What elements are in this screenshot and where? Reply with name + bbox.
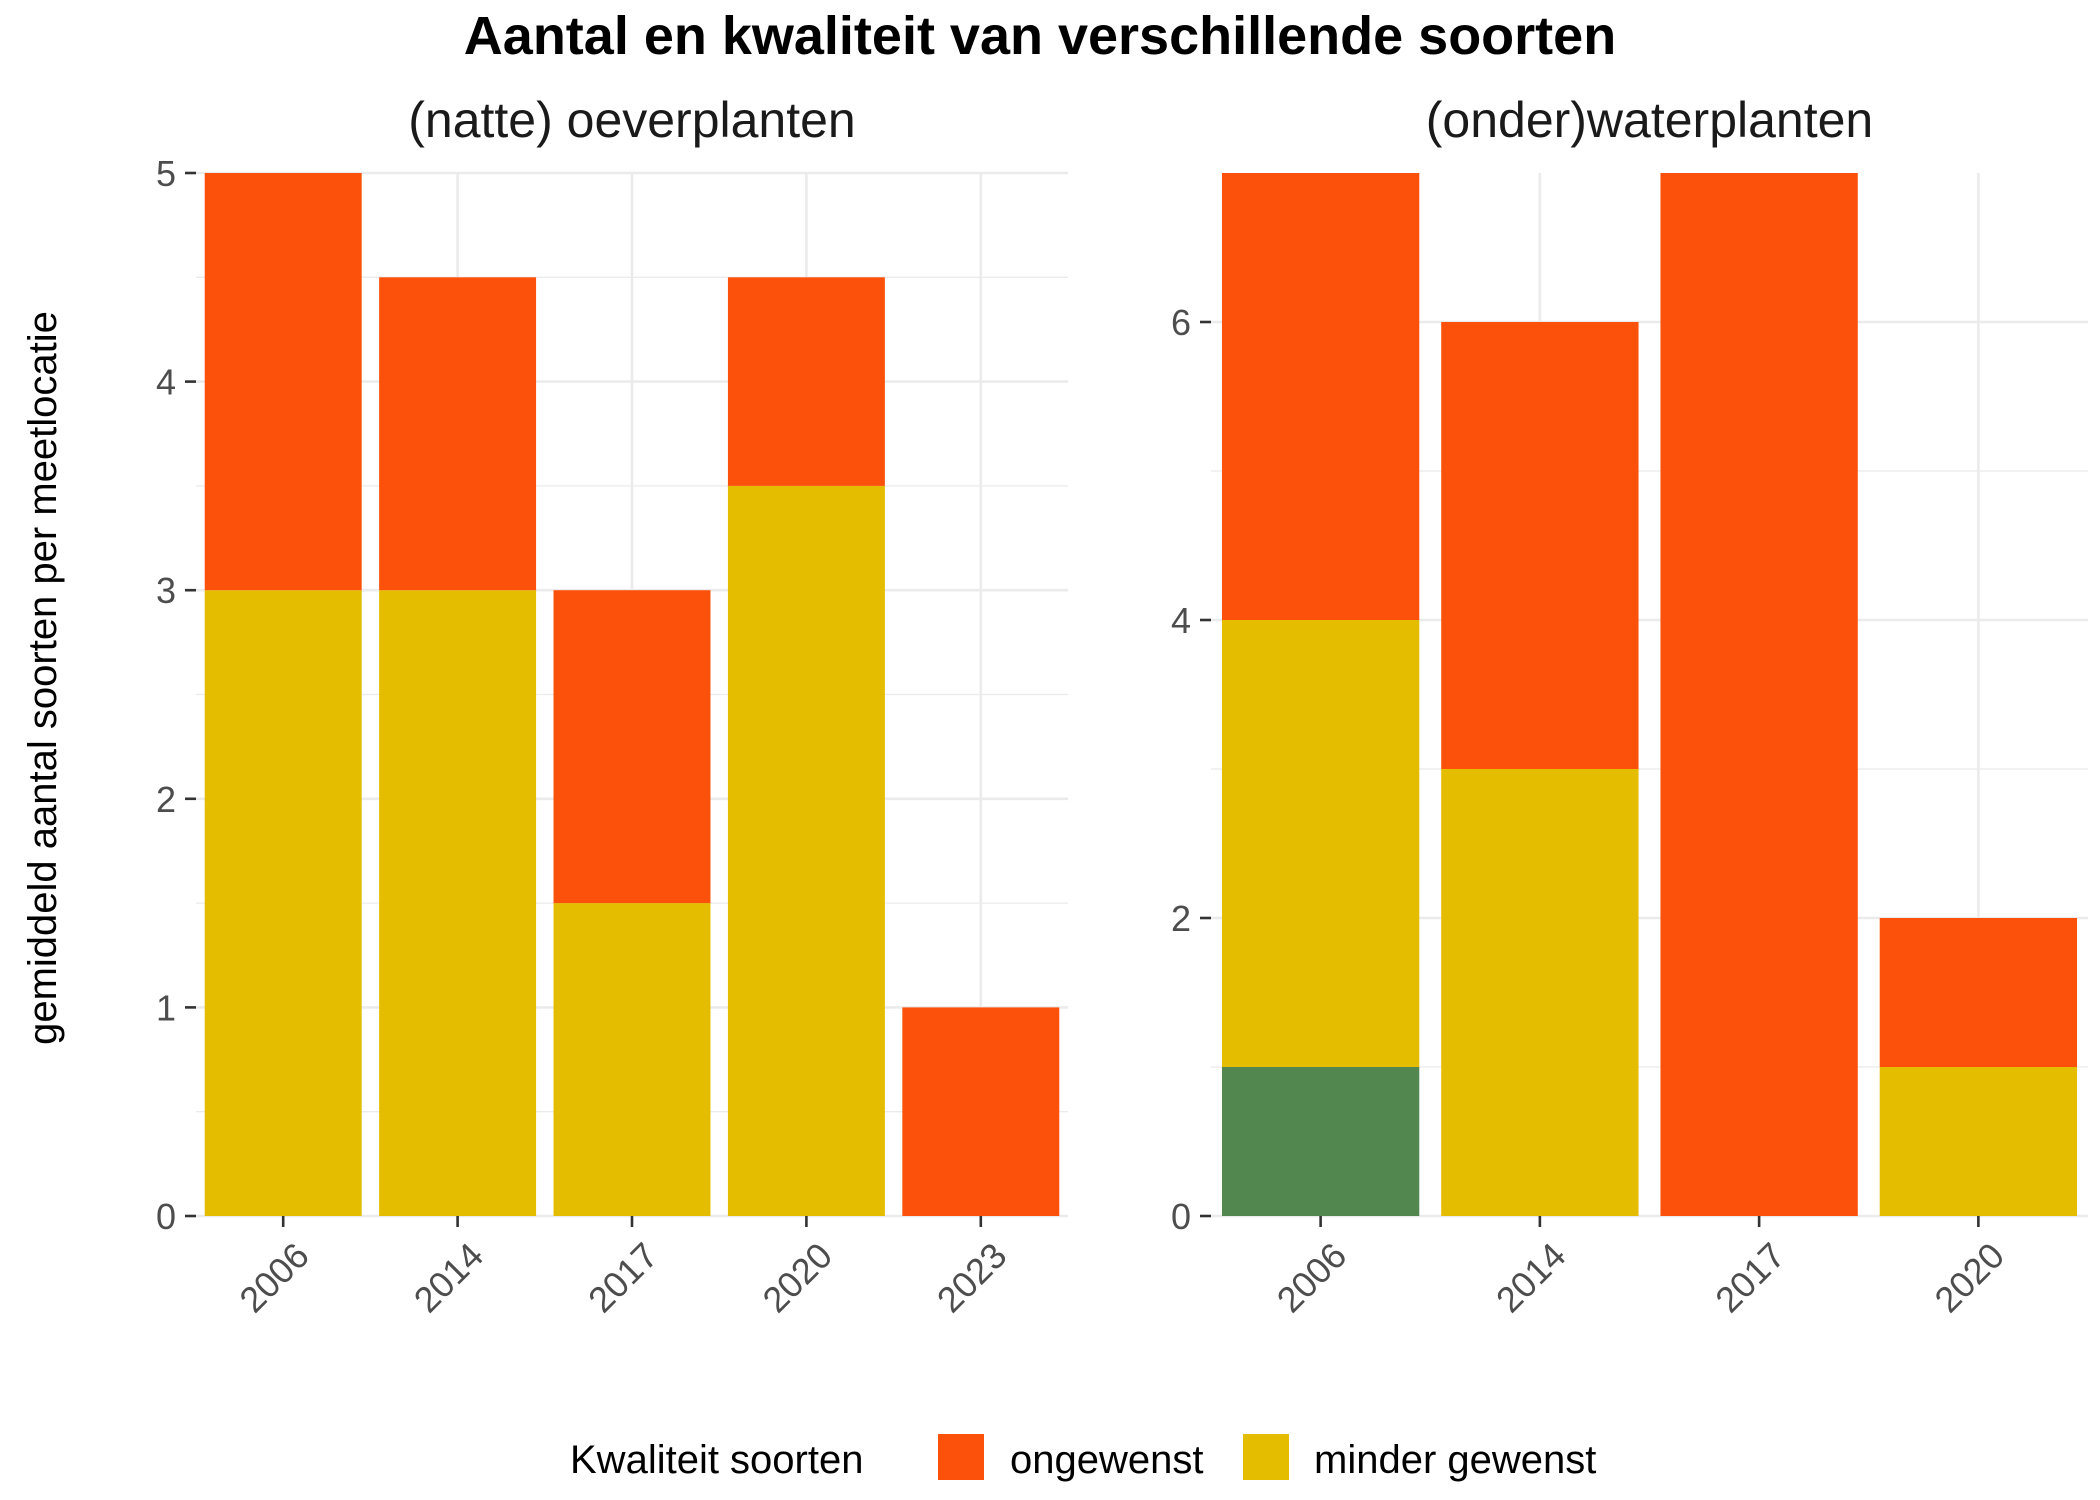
x-tick-label: 2020 [1926, 1235, 2012, 1321]
x-tick-label: 2006 [1269, 1235, 1355, 1321]
facet-title: (natte) oeverplanten [408, 92, 856, 148]
x-tick-label: 2017 [580, 1235, 666, 1321]
y-tick-label: 2 [156, 779, 176, 820]
y-axis-label: gemiddeld aantal soorten per meetlocatie [21, 311, 65, 1045]
bar-minder-gewenst-2020 [1879, 1067, 2078, 1216]
bars [1221, 173, 2078, 1216]
bar-ongewenst-2020 [727, 277, 885, 486]
y-tick-label: 0 [156, 1196, 176, 1237]
bar-minder-gewenst-2006 [1221, 620, 1420, 1067]
x-tick-label: 2014 [406, 1235, 492, 1321]
legend: Kwaliteit soorten ongewenst minder gewen… [570, 1434, 1596, 1482]
chart-panels: 0 1 2 3 4 5 2006 2014 2017 2020 2023 (natte) oeverp… [156, 92, 2088, 1320]
bar-ongewenst-2017 [1660, 173, 1858, 1216]
bar-minder-gewenst-2014 [379, 590, 537, 1216]
x-tick-label: 2020 [754, 1235, 840, 1321]
y-tick-label: 4 [156, 362, 176, 403]
legend-label-minder-gewenst: minder gewenst [1314, 1438, 1596, 1482]
bar-minder-gewenst-2006 [204, 590, 362, 1216]
legend-label-ongewenst: ongewenst [1010, 1438, 1203, 1482]
bar-ongewenst-2014 [1441, 322, 1639, 769]
y-tick-label: 5 [156, 153, 176, 194]
x-tick-label: 2017 [1707, 1235, 1793, 1321]
bars [204, 173, 1060, 1216]
legend-swatch-ongewenst [938, 1434, 984, 1480]
panel-2: 0 2 4 6 2006 2014 2017 2020 (onder)waterplanten [1171, 92, 2088, 1320]
bar-ongewenst-2014 [379, 277, 537, 591]
panel-1: 0 1 2 3 4 5 2006 2014 2017 2020 2023 (natte) oeverp… [156, 92, 1068, 1320]
y-tick-label: 2 [1171, 898, 1191, 939]
y-tick-label: 0 [1171, 1196, 1191, 1237]
bar-minder-gewenst-2017 [553, 903, 711, 1216]
bar-ongewenst-2020 [1879, 918, 2078, 1067]
x-tick-label: 2023 [929, 1235, 1015, 1321]
bar-ongewenst-2006 [1221, 173, 1420, 620]
bar-minder-gewenst-2014 [1441, 769, 1639, 1216]
facet-title: (onder)waterplanten [1426, 92, 1874, 148]
bar-ongewenst-2006 [204, 173, 362, 591]
bar-ongewenst-2023 [902, 1007, 1060, 1216]
y-tick-label: 1 [156, 987, 176, 1028]
legend-title: Kwaliteit soorten [570, 1438, 863, 1482]
legend-swatch-minder-gewenst [1243, 1434, 1289, 1480]
x-tick-label: 2006 [231, 1235, 317, 1321]
y-tick-label: 3 [156, 570, 176, 611]
y-tick-label: 4 [1171, 600, 1191, 641]
y-tick-label: 6 [1171, 302, 1191, 343]
x-tick-label: 2014 [1488, 1235, 1574, 1321]
bar-goed-2006 [1221, 1067, 1420, 1216]
bar-minder-gewenst-2020 [727, 485, 885, 1216]
chart-title: Aantal en kwaliteit van verschillende so… [464, 6, 1616, 66]
bar-ongewenst-2017 [553, 590, 711, 904]
